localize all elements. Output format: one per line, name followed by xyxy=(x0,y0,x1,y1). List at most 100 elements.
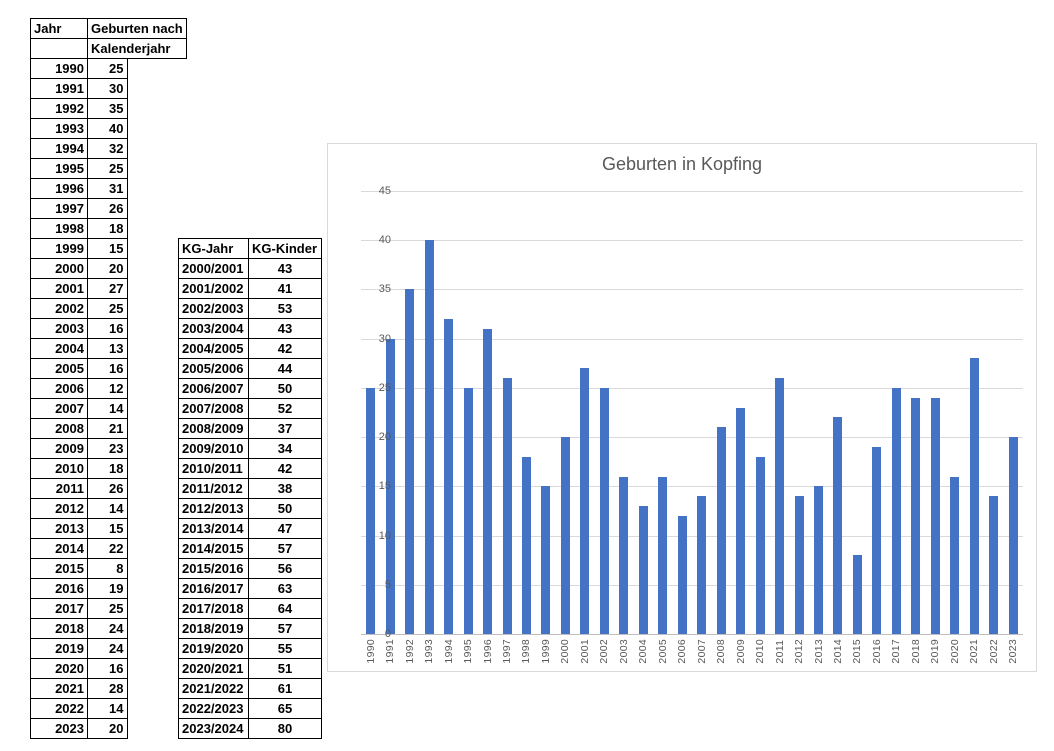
y-axis-tick-label[interactable]: 5 xyxy=(384,578,391,591)
cell-jahr[interactable]: 1995 xyxy=(30,158,88,179)
cell-geburten[interactable]: 25 xyxy=(87,298,128,319)
cell-jahr[interactable]: 2000 xyxy=(30,258,88,279)
bar-2003[interactable] xyxy=(619,476,629,634)
x-axis-tick-label[interactable]: 2018 xyxy=(909,639,922,664)
x-axis-tick-label[interactable]: 1991 xyxy=(384,639,397,664)
x-axis-tick-label[interactable]: 1990 xyxy=(364,639,377,664)
cell-kg-jahr[interactable]: 2003/2004 xyxy=(178,318,249,339)
cell-jahr[interactable]: 2010 xyxy=(30,458,88,479)
cell-kg-jahr[interactable]: 2018/2019 xyxy=(178,618,249,639)
bar-1998[interactable] xyxy=(521,456,531,634)
bar-1993[interactable] xyxy=(424,240,434,634)
header-cell-kg-jahr[interactable]: KG-Jahr xyxy=(178,238,249,259)
x-axis-tick-label[interactable]: 2021 xyxy=(968,639,981,664)
cell-geburten[interactable]: 26 xyxy=(87,478,128,499)
cell-jahr[interactable]: 2013 xyxy=(30,518,88,539)
bar-2005[interactable] xyxy=(658,476,668,634)
cell-geburten[interactable]: 25 xyxy=(87,58,128,79)
cell-geburten[interactable]: 15 xyxy=(87,518,128,539)
cell-kg-kinder[interactable]: 44 xyxy=(248,358,322,379)
bar-2022[interactable] xyxy=(989,496,999,634)
y-axis-tick-label[interactable]: 40 xyxy=(378,234,391,247)
header-cell-geburten-nach[interactable]: Geburten nach xyxy=(87,18,187,39)
x-axis-tick-label[interactable]: 1997 xyxy=(501,639,514,664)
bar-2023[interactable] xyxy=(1008,437,1018,634)
cell-kg-jahr[interactable]: 2019/2020 xyxy=(178,638,249,659)
bar-2006[interactable] xyxy=(677,515,687,634)
cell-geburten[interactable]: 32 xyxy=(87,138,128,159)
bar-2008[interactable] xyxy=(716,427,726,634)
bar-1996[interactable] xyxy=(483,328,493,634)
cell-jahr[interactable]: 2023 xyxy=(30,718,88,739)
header-cell-kg-kinder[interactable]: KG-Kinder xyxy=(248,238,322,259)
cell-jahr[interactable]: 1998 xyxy=(30,218,88,239)
cell-kg-kinder[interactable]: 61 xyxy=(248,678,322,699)
cell-geburten[interactable]: 27 xyxy=(87,278,128,299)
cell-kg-jahr[interactable]: 2002/2003 xyxy=(178,298,249,319)
bar-1997[interactable] xyxy=(502,378,512,634)
cell-kg-jahr[interactable]: 2007/2008 xyxy=(178,398,249,419)
bar-2002[interactable] xyxy=(599,387,609,634)
bar-1999[interactable] xyxy=(541,486,551,634)
cell-geburten[interactable]: 23 xyxy=(87,438,128,459)
bar-2004[interactable] xyxy=(638,506,648,634)
bar-2021[interactable] xyxy=(969,358,979,634)
bar-2015[interactable] xyxy=(852,555,862,634)
cell-kg-jahr[interactable]: 2006/2007 xyxy=(178,378,249,399)
bar-2017[interactable] xyxy=(891,387,901,634)
cell-jahr[interactable]: 2012 xyxy=(30,498,88,519)
cell-jahr[interactable]: 2015 xyxy=(30,558,88,579)
cell-kg-kinder[interactable]: 56 xyxy=(248,558,322,579)
cell-geburten[interactable]: 40 xyxy=(87,118,128,139)
cell-geburten[interactable]: 21 xyxy=(87,418,128,439)
x-axis-tick-label[interactable]: 2017 xyxy=(890,639,903,664)
cell-geburten[interactable]: 31 xyxy=(87,178,128,199)
bar-1991[interactable] xyxy=(385,338,395,634)
x-axis-tick-label[interactable]: 2010 xyxy=(754,639,767,664)
x-axis-tick-label[interactable]: 1995 xyxy=(462,639,475,664)
cell-geburten[interactable]: 24 xyxy=(87,638,128,659)
cell-kg-jahr[interactable]: 2020/2021 xyxy=(178,658,249,679)
cell-kg-jahr[interactable]: 2009/2010 xyxy=(178,438,249,459)
x-axis-tick-label[interactable]: 2004 xyxy=(637,639,650,664)
cell-kg-kinder[interactable]: 63 xyxy=(248,578,322,599)
y-axis-tick-label[interactable]: 35 xyxy=(378,283,391,296)
cell-geburten[interactable]: 18 xyxy=(87,458,128,479)
cell-geburten[interactable]: 28 xyxy=(87,678,128,699)
cell-jahr[interactable]: 1990 xyxy=(30,58,88,79)
cell-kg-jahr[interactable]: 2012/2013 xyxy=(178,498,249,519)
cell-geburten[interactable]: 20 xyxy=(87,718,128,739)
cell-kg-kinder[interactable]: 50 xyxy=(248,498,322,519)
y-axis-tick-label[interactable]: 25 xyxy=(378,381,391,394)
x-axis-tick-label[interactable]: 2019 xyxy=(929,639,942,664)
cell-jahr[interactable]: 2003 xyxy=(30,318,88,339)
x-axis-tick-label[interactable]: 2013 xyxy=(812,639,825,664)
x-axis-tick-label[interactable]: 2020 xyxy=(948,639,961,664)
cell-kg-kinder[interactable]: 51 xyxy=(248,658,322,679)
cell-jahr[interactable]: 1997 xyxy=(30,198,88,219)
cell-geburten[interactable]: 15 xyxy=(87,238,128,259)
x-axis-tick-label[interactable]: 1994 xyxy=(442,639,455,664)
x-axis-tick-label[interactable]: 1993 xyxy=(423,639,436,664)
cell-geburten[interactable]: 30 xyxy=(87,78,128,99)
bar-1990[interactable] xyxy=(366,387,376,634)
x-axis-tick-label[interactable]: 2006 xyxy=(676,639,689,664)
bar-2019[interactable] xyxy=(930,397,940,634)
cell-kg-kinder[interactable]: 34 xyxy=(248,438,322,459)
x-axis-tick-label[interactable]: 2002 xyxy=(598,639,611,664)
header-cell-empty[interactable] xyxy=(30,38,88,59)
cell-jahr[interactable]: 2021 xyxy=(30,678,88,699)
y-axis-tick-label[interactable]: 30 xyxy=(378,332,391,345)
cell-jahr[interactable]: 1991 xyxy=(30,78,88,99)
cell-geburten[interactable]: 22 xyxy=(87,538,128,559)
cell-kg-jahr[interactable]: 2023/2024 xyxy=(178,718,249,739)
cell-kg-kinder[interactable]: 47 xyxy=(248,518,322,539)
cell-kg-jahr[interactable]: 2010/2011 xyxy=(178,458,249,479)
cell-jahr[interactable]: 2011 xyxy=(30,478,88,499)
cell-geburten[interactable]: 16 xyxy=(87,658,128,679)
cell-jahr[interactable]: 2006 xyxy=(30,378,88,399)
cell-geburten[interactable]: 14 xyxy=(87,498,128,519)
cell-kg-jahr[interactable]: 2022/2023 xyxy=(178,698,249,719)
cell-kg-kinder[interactable]: 41 xyxy=(248,278,322,299)
cell-kg-jahr[interactable]: 2017/2018 xyxy=(178,598,249,619)
